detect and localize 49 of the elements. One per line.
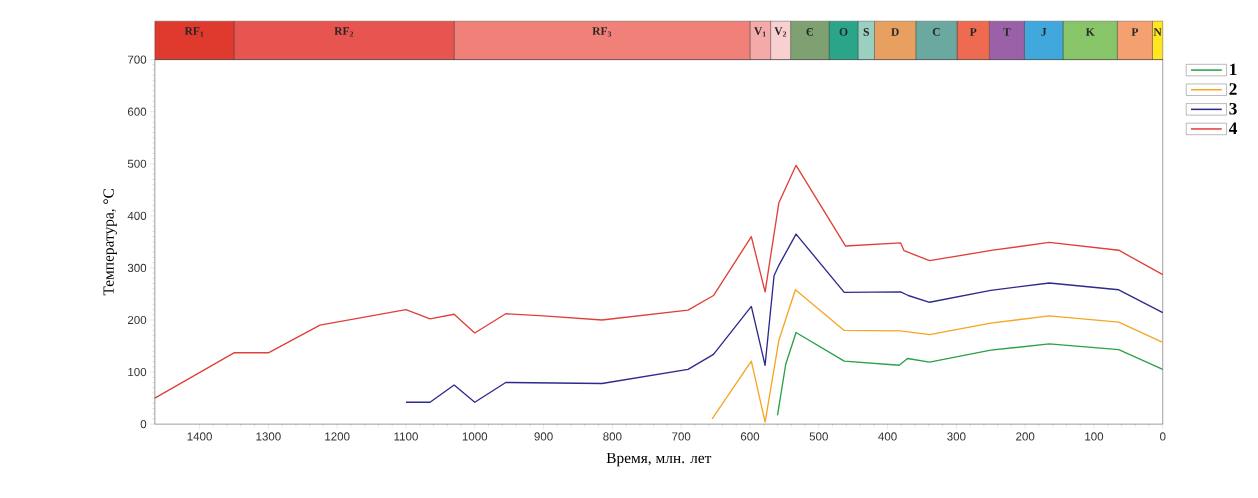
- series-label: O: [839, 27, 848, 36]
- series-label: K: [1085, 28, 1095, 36]
- series-label: Є: [806, 27, 814, 36]
- y-tick-label: 300: [127, 263, 147, 272]
- x-tick-label: 700: [672, 432, 691, 441]
- legend-label: 1: [1230, 63, 1237, 75]
- series-label: RF$_{2}$: [334, 27, 354, 37]
- line-series: [711, 289, 1164, 423]
- x-tick-label: 1300: [256, 432, 281, 441]
- x-tick-label: 400: [878, 432, 897, 441]
- series-label: T: [1003, 28, 1011, 36]
- series-label: S: [863, 27, 869, 36]
- series-label: D: [891, 28, 899, 36]
- series-label: RF$_{1}$: [184, 27, 204, 37]
- series-label: P: [969, 28, 977, 36]
- series-label: V$_{1}$: [754, 27, 766, 37]
- series-label: C: [932, 27, 940, 36]
- x-tick-label: 800: [603, 432, 622, 441]
- x-tick-label: 900: [534, 432, 553, 441]
- x-tick-label: 200: [1016, 432, 1035, 441]
- y-tick-label: 100: [128, 367, 147, 377]
- line-series: [154, 164, 1164, 399]
- y-tick-label: 500: [127, 159, 147, 168]
- legend-label: 3: [1229, 102, 1237, 115]
- x-axis-title: Время, млн. лет: [606, 452, 712, 467]
- x-tick-label: 1100: [394, 432, 418, 441]
- line-series: [405, 233, 1164, 403]
- line-series: [776, 331, 1164, 416]
- y-tick-label: 400: [127, 211, 147, 220]
- x-tick-label: 1400: [187, 432, 212, 441]
- x-tick-label: 1200: [325, 432, 350, 441]
- y-axis-title: Температура, °C: [103, 188, 117, 296]
- series-label: N: [1153, 28, 1162, 36]
- series-label: J: [1041, 27, 1047, 36]
- series-label: V$_{2}$: [774, 27, 787, 37]
- legend-label: 4: [1228, 122, 1238, 134]
- series-label: RF$_{3}$: [592, 27, 612, 37]
- y-tick-label: 200: [127, 315, 147, 324]
- x-tick-label: 600: [740, 432, 760, 441]
- y-tick-label: 700: [127, 55, 147, 64]
- series-label: Р: [1131, 28, 1139, 36]
- y-tick-label: 600: [127, 107, 147, 116]
- x-tick-label: 1000: [462, 432, 488, 441]
- x-tick-label: 0: [1160, 432, 1166, 441]
- y-tick-label: 0: [140, 419, 147, 429]
- x-tick-label: 100: [1085, 432, 1104, 441]
- x-tick-label: 300: [947, 432, 966, 441]
- x-tick-label: 500: [809, 432, 828, 441]
- legend-label: 2: [1229, 83, 1237, 95]
